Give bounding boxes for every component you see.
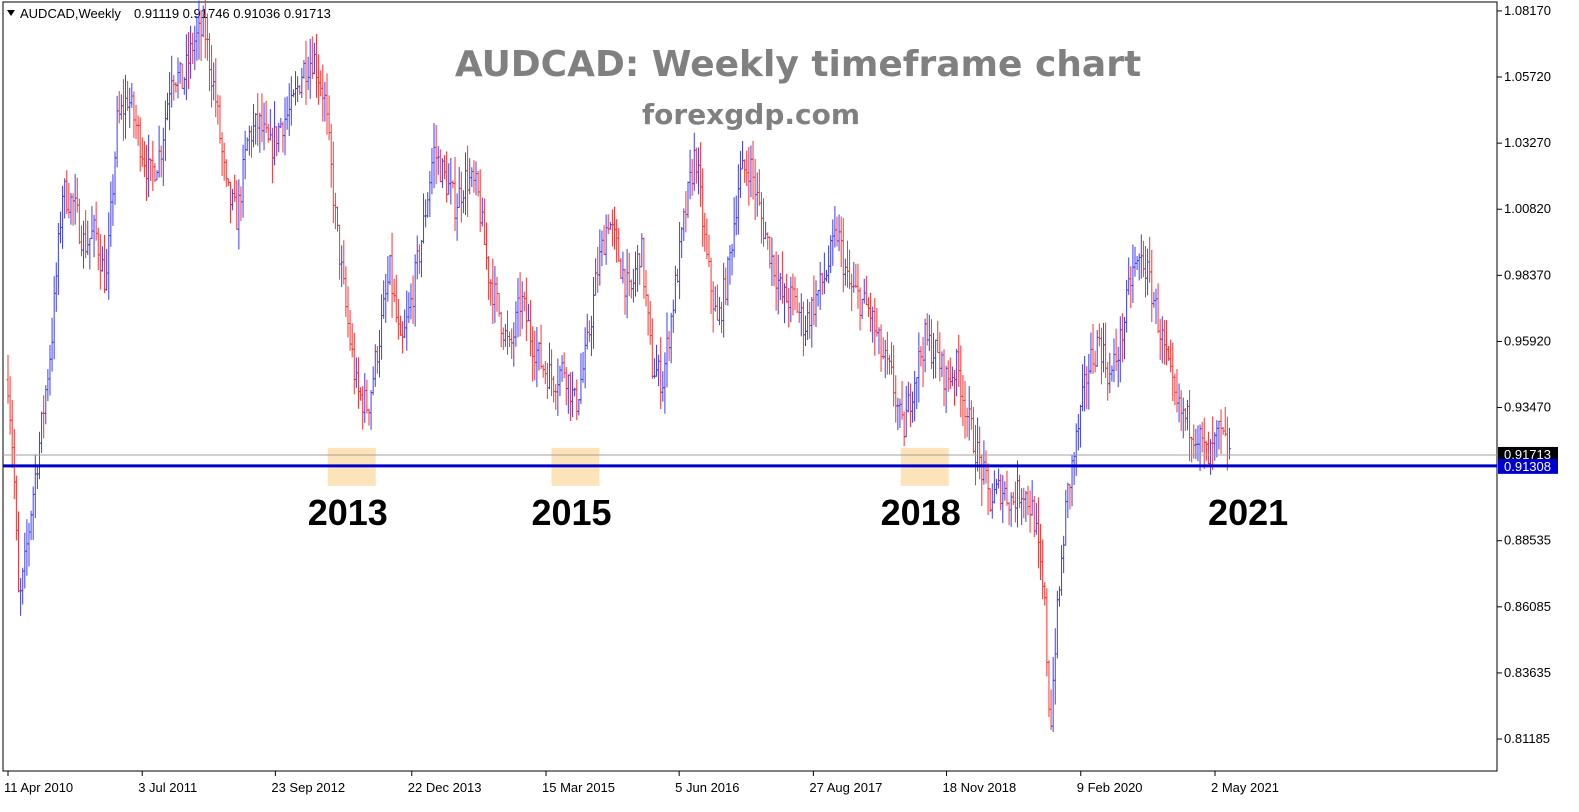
y-tick-label: 0.83635 <box>1504 665 1551 680</box>
price-bars <box>6 0 1231 733</box>
x-tick-label: 3 Jul 2011 <box>138 780 197 795</box>
x-tick-label: 2 May 2021 <box>1211 780 1279 795</box>
ohlc-label: 0.91119 0.91746 0.91036 0.91713 <box>134 6 331 21</box>
year-label: 2015 <box>531 492 611 533</box>
y-tick-label: 1.08170 <box>1504 3 1551 18</box>
x-tick-label: 18 Nov 2018 <box>943 780 1017 795</box>
current-price-label: 0.91713 <box>1504 447 1551 462</box>
y-tick-label: 0.95920 <box>1504 333 1551 348</box>
y-tick-label: 0.98370 <box>1504 267 1551 282</box>
x-tick-label: 22 Dec 2013 <box>408 780 482 795</box>
horizontal-lines <box>3 454 1497 468</box>
x-tick-label: 27 Aug 2017 <box>809 780 882 795</box>
y-tick-label: 1.05720 <box>1504 69 1551 84</box>
chart-subtitle: forexgdp.com <box>642 98 860 131</box>
y-tick-label: 0.86085 <box>1504 599 1551 614</box>
x-tick-label: 11 Apr 2010 <box>4 780 73 795</box>
x-axis: 11 Apr 2010 3 Jul 2011 23 Sep 2012 22 Dec 2… <box>4 771 1279 795</box>
collapse-triangle-icon[interactable] <box>7 10 15 16</box>
y-tick-label: 0.81185 <box>1504 731 1550 746</box>
x-tick-label: 9 Feb 2020 <box>1077 780 1143 795</box>
year-label: 2013 <box>308 492 388 533</box>
y-tick-label: 0.93470 <box>1504 400 1551 415</box>
x-tick-label: 23 Sep 2012 <box>271 780 345 795</box>
plot-frame <box>2 1 1498 772</box>
y-axis: 1.08170 1.05720 1.03270 1.00820 0.98370 0.959… <box>1497 3 1558 746</box>
y-tick-label: 1.00820 <box>1504 201 1551 216</box>
y-tick-label: 1.03270 <box>1504 135 1551 150</box>
year-annotations: 2013 2015 2018 2021 <box>308 492 1288 533</box>
y-tick-label: 0.88535 <box>1504 533 1551 548</box>
support-price-label: 0.91308 <box>1504 459 1551 474</box>
x-tick-label: 15 Mar 2015 <box>542 780 615 795</box>
chart-title: AUDCAD: Weekly timeframe chart <box>455 44 1141 85</box>
current-price-box <box>1498 446 1558 462</box>
year-label: 2018 <box>881 492 961 533</box>
year-label: 2021 <box>1208 492 1288 533</box>
symbol-label: AUDCAD,Weekly <box>20 6 121 21</box>
x-tick-label: 5 Jun 2016 <box>675 780 739 795</box>
support-price-box <box>1498 458 1558 474</box>
